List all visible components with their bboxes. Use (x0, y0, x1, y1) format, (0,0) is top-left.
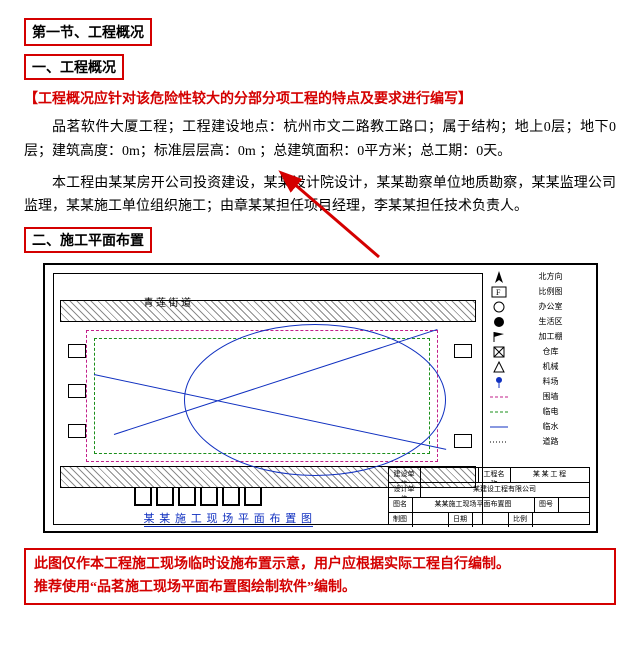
legend-row: 临水 (490, 421, 590, 432)
cross-icon (490, 347, 508, 357)
building-icon (454, 344, 472, 358)
legend-label: 机械 (512, 361, 590, 372)
road-label: 青 莲 街 道 (144, 294, 192, 309)
building-icon (68, 384, 86, 398)
flag-icon (490, 332, 508, 342)
legend-row: 道路 (490, 436, 590, 447)
hatch-band-top (60, 300, 476, 322)
dash-pink-icon (490, 392, 508, 402)
subheading-1-wrap: 一、工程概况 (24, 54, 616, 80)
site-plan-figure: 青 莲 街 道 某 某 施 工 现 场 平 面 布 置 图 北方向 F 比例图办公室… (24, 263, 616, 538)
crane-radius (184, 324, 446, 476)
footer-line-1: 此图仅作本工程施工现场临时设施布置示意，用户应根据实际工程自行编制。 (34, 554, 606, 576)
subheading-1: 一、工程概况 (24, 54, 124, 80)
legend-row: 料场 (490, 376, 590, 387)
north-icon (490, 272, 508, 282)
svg-text:F: F (496, 288, 501, 297)
legend-label: 办公室 (512, 301, 590, 312)
building-icon (68, 344, 86, 358)
legend-row: 生活区 (490, 316, 590, 327)
footer-line-2: 推荐使用“品茗施工现场平面布置图绘制软件”编制。 (34, 577, 606, 599)
building-icon (454, 434, 472, 448)
legend-row: 临电 (490, 406, 590, 417)
legend-label: 临水 (512, 421, 590, 432)
legend-label: 料场 (512, 376, 590, 387)
legend-row: 办公室 (490, 301, 590, 312)
legend-label: 比例图 (512, 286, 590, 297)
line-blue-icon (490, 422, 508, 432)
legend-label: 生活区 (512, 316, 590, 327)
legend-label: 北方向 (512, 271, 590, 282)
paragraph-overview-1: 品茗软件大厦工程；工程建设地点：杭州市文二路教工路口；属于结构；地上0层；地下0… (24, 116, 616, 164)
legend-row: 北方向 (490, 271, 590, 282)
drawing-title-block: 建设单位 工程名称 某 某 工 程 设计单位 某建设工程有限公司 图名 某某施工… (388, 467, 590, 525)
pin-icon (490, 377, 508, 387)
legend-row: 围墙 (490, 391, 590, 402)
annotation-arrow-icon (274, 172, 394, 262)
f-icon: F (490, 287, 508, 297)
legend-row: 仓库 (490, 346, 590, 357)
legend-label: 道路 (512, 436, 590, 447)
circle-white-icon (490, 302, 508, 312)
circle-black-icon (490, 317, 508, 327)
legend-label: 仓库 (512, 346, 590, 357)
dash-green-icon (490, 407, 508, 417)
building-icon (68, 424, 86, 438)
tri-icon (490, 362, 508, 372)
dots-icon (490, 437, 508, 447)
subheading-2: 二、施工平面布置 (24, 227, 152, 253)
footer-note: 此图仅作本工程施工现场临时设施布置示意，用户应根据实际工程自行编制。 推荐使用“… (24, 548, 616, 605)
legend-row: F 比例图 (490, 286, 590, 297)
legend: 北方向 F 比例图办公室生活区加工棚仓库机械料场围墙临电临水道路 (490, 271, 590, 451)
legend-label: 加工棚 (512, 331, 590, 342)
gate-row (134, 488, 262, 506)
section-header: 第一节、工程概况 (24, 18, 152, 46)
instruction-note: 【工程概况应针对该危险性较大的分部分项工程的特点及要求进行编写】 (24, 88, 616, 108)
legend-label: 临电 (512, 406, 590, 417)
legend-row: 机械 (490, 361, 590, 372)
legend-row: 加工棚 (490, 331, 590, 342)
plan-caption: 某 某 施 工 现 场 平 面 布 置 图 (144, 510, 314, 527)
legend-label: 围墙 (512, 391, 590, 402)
